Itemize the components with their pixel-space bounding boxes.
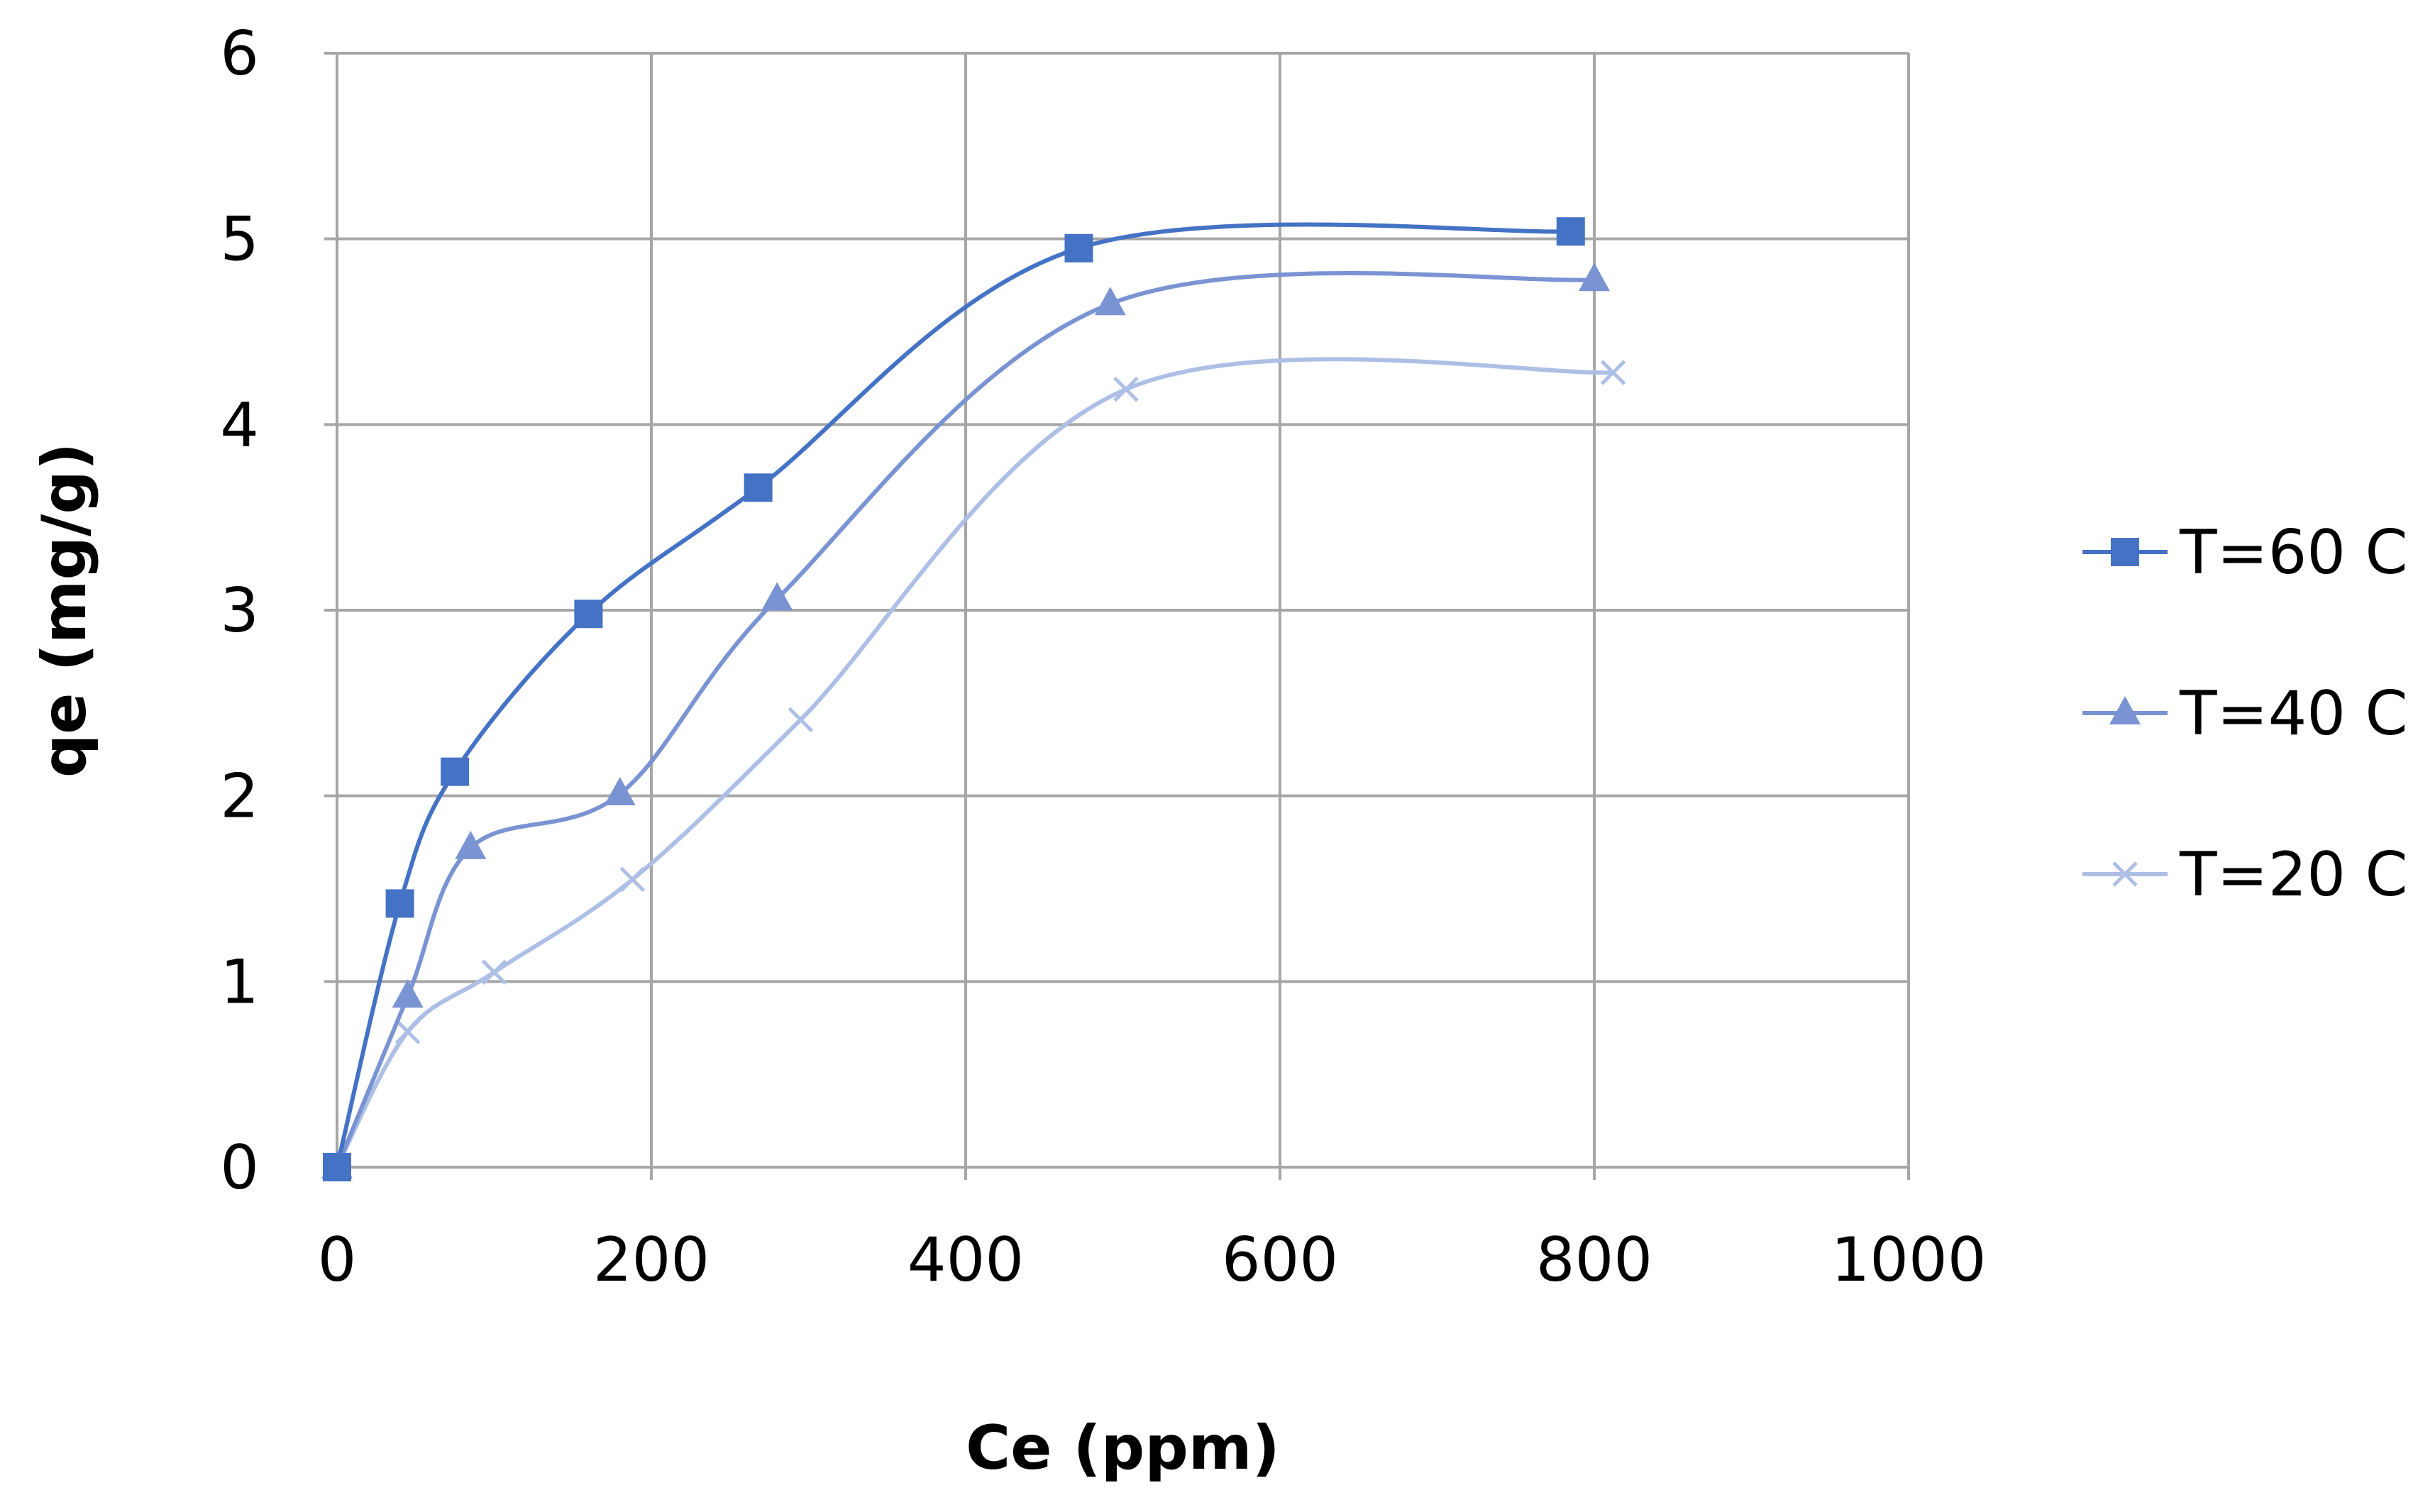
legend-label: T=60 C [2179,517,2407,588]
x-tick-label: 400 [907,1225,1024,1296]
data-point-t-60-c [1556,217,1585,246]
series-t-20-c [324,357,1626,1180]
x-axis-label: Ce (ppm) [966,1413,1280,1484]
data-point-t-40-c [1579,263,1610,292]
data-point-t-60-c [574,600,603,629]
y-axis-label: qe (mg/g) [29,443,100,778]
data-point-t-20-c [481,959,507,986]
series-line-t-40-c [335,271,1596,1169]
data-point-t-20-c [1113,376,1139,402]
y-tick-label: 1 [220,947,259,1017]
y-axis-ticks: 0 1 2 3 4 5 6 [220,18,259,1203]
y-tick-label: 6 [220,18,259,89]
y-tick-label: 0 [220,1132,259,1203]
data-point-t-40-c [1094,287,1126,316]
y-tick-label: 2 [220,761,259,832]
x-tick-label: 200 [593,1225,710,1296]
x-tick-label: 600 [1222,1225,1338,1296]
grid [324,52,1910,1180]
series-layer [321,217,1626,1181]
y-tick-label: 3 [220,575,259,646]
x-tick-label: 0 [318,1225,357,1296]
x-tick-label: 800 [1536,1225,1652,1296]
data-point-t-60-c [441,757,470,786]
data-point-t-20-c [788,707,814,733]
legend-label: T=20 C [2179,839,2407,910]
x-axis-ticks: 0 200 400 600 800 1000 [318,1225,1987,1296]
legend-marker-t-20-c [2112,861,2138,887]
data-point-t-60-c [385,889,414,918]
data-point-t-40-c [455,830,487,859]
data-point-t-60-c [323,1153,351,1181]
series-line-t-60-c [335,222,1573,1169]
data-point-t-20-c [1600,360,1626,385]
legend-item-t-40-c: T=40 C [2082,678,2407,749]
x-tick-label: 1000 [1831,1225,1987,1296]
legend-marker-t-60-c [2111,538,2139,566]
data-point-t-40-c [761,582,793,611]
legend-marker-t-40-c [2109,696,2141,724]
data-point-t-40-c [604,777,636,806]
data-point-t-40-c [392,979,424,1008]
data-point-t-20-c [394,1019,421,1044]
data-point-t-60-c [1064,233,1093,263]
data-point-t-60-c [744,473,773,502]
legend-item-t-20-c: T=20 C [2082,839,2407,910]
legend-label: T=40 C [2179,678,2407,749]
series-t-60-c [323,217,1585,1181]
legend: T=60 C T=40 C T=20 C [2082,517,2407,910]
y-tick-label: 5 [220,204,259,275]
data-point-t-20-c [619,866,646,893]
legend-item-t-60-c: T=60 C [2082,517,2407,588]
y-tick-label: 4 [220,390,259,460]
series-line-t-20-c [335,357,1616,1169]
